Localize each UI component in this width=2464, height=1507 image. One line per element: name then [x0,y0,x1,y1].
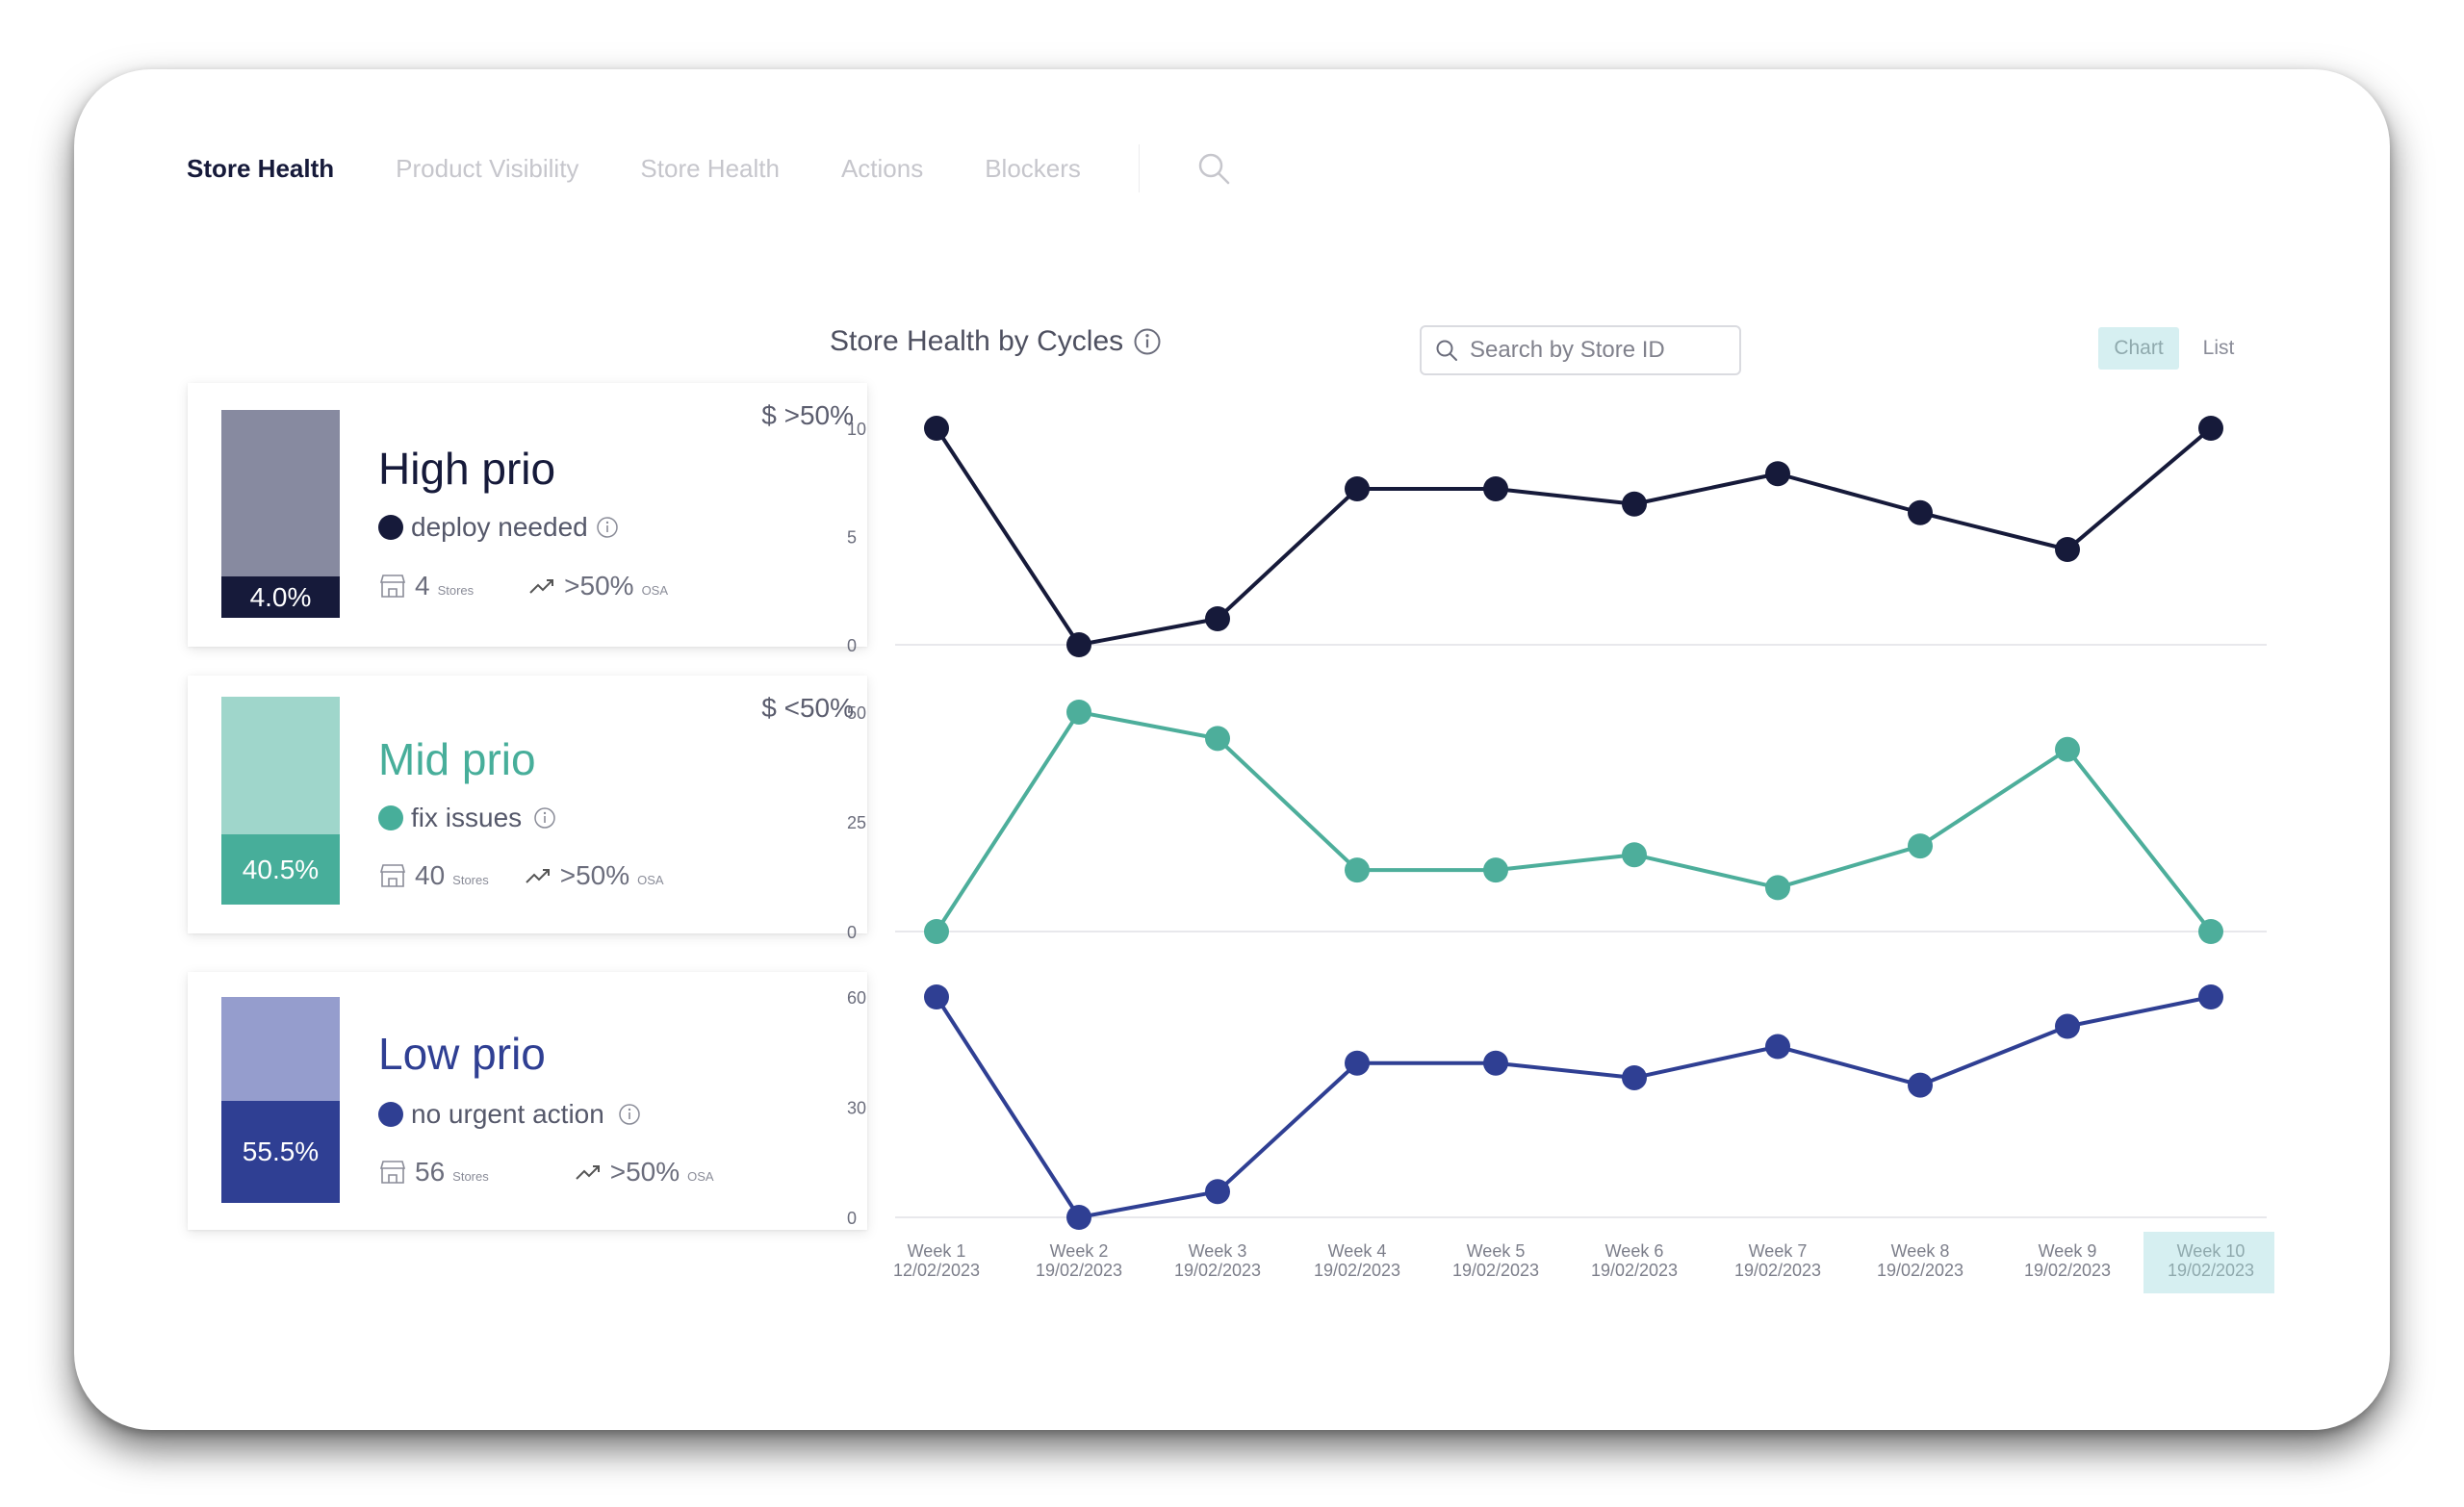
info-icon[interactable] [533,806,556,830]
prio-bar-percent: 4.0% [221,576,340,618]
osa-value: >50% [564,571,634,600]
prio-title: Mid prio [378,734,536,784]
prio-status-label: deploy needed [411,512,588,542]
prio-stats: 4 Stores >50% OSA [378,571,668,601]
prio-bar-remaining [221,410,340,576]
search-icon[interactable] [1197,152,1230,185]
prio-bar: 4.0% [221,410,340,618]
prio-stats: 40 Stores >50% OSA [378,860,664,891]
store-search-input[interactable] [1468,336,1732,365]
store-search[interactable] [1420,325,1741,375]
store-icon [379,1161,406,1184]
toggle-chart-button[interactable]: Chart [2098,327,2179,370]
nav-tab-blockers[interactable]: Blockers [985,153,1081,183]
prio-threshold: $ <50% [761,693,854,723]
stores-count: 4 [415,571,430,600]
nav-tab-product-visibility[interactable]: Product Visibility [396,153,579,183]
prio-status-label: fix issues [411,803,523,832]
prio-threshold: $ >50% [761,400,854,430]
osa-unit: OSA [637,873,664,887]
status-dot [378,1102,403,1127]
nav-tab-store-health[interactable]: Store Health [187,153,335,183]
prio-status: fix issues [378,803,556,833]
status-dot [378,515,403,540]
osa-unit: OSA [687,1169,714,1184]
prio-card-mid[interactable]: 40.5% $ <50% Mid prio fix issues 40 Stor… [188,676,867,933]
prio-title: High prio [378,444,556,494]
nav-tab-store-health-2[interactable]: Store Health [640,153,780,183]
trend-up-icon [576,1165,600,1180]
store-icon [379,575,406,598]
stores-unit: Stores [452,873,489,887]
prio-bar-remaining [221,697,340,834]
info-icon[interactable] [618,1103,641,1126]
nav-divider [1138,144,1140,192]
prio-stats: 56 Stores >50% OSA [378,1157,714,1188]
prio-card-low[interactable]: 55.5% Low prio no urgent action 56 Store… [188,972,867,1230]
chart-title: Store Health by Cycles [830,325,1162,358]
status-dot [378,805,403,830]
info-icon[interactable] [1133,327,1162,356]
chart-title-text: Store Health by Cycles [830,325,1124,357]
info-icon[interactable] [596,516,619,539]
prio-card-high[interactable]: 4.0% $ >50% High prio deploy needed 4 St… [188,383,867,647]
stores-unit: Stores [452,1169,489,1184]
prio-bar: 40.5% [221,697,340,905]
prio-title: Low prio [378,1029,546,1079]
nav-tab-actions[interactable]: Actions [840,153,924,183]
search-icon [1436,340,1457,361]
toggle-list-button[interactable]: List [2202,337,2235,359]
trend-up-icon [529,579,554,594]
trend-up-icon [526,869,550,883]
prio-status: deploy needed [378,512,619,543]
prio-bar-percent: 40.5% [221,834,340,905]
prio-status-label: no urgent action [411,1099,604,1129]
top-nav: Store Health Product Visibility Store He… [113,135,1230,202]
osa-value: >50% [609,1157,680,1187]
stores-unit: Stores [437,583,475,598]
osa-value: >50% [559,860,630,890]
osa-unit: OSA [641,583,669,598]
prio-bar-percent: 55.5% [221,1101,340,1203]
store-icon [379,864,406,887]
prio-bar-remaining [221,997,340,1101]
stores-count: 40 [415,860,446,890]
prio-status: no urgent action [378,1099,641,1130]
stores-count: 56 [415,1157,446,1187]
prio-bar: 55.5% [221,997,340,1203]
